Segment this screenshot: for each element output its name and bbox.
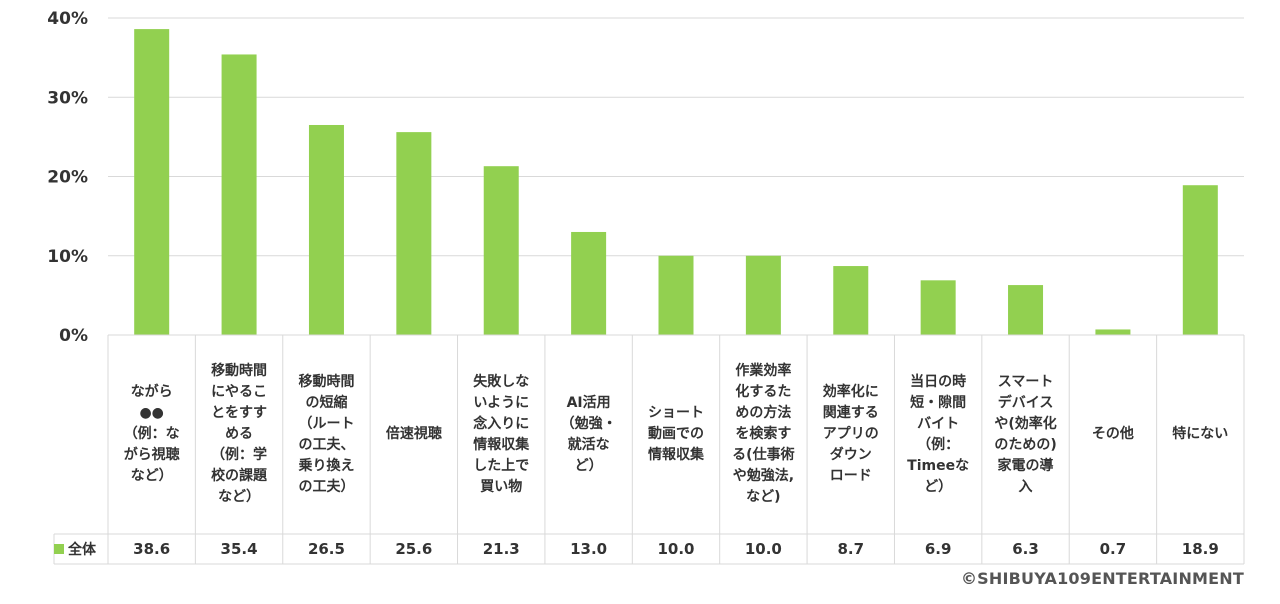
y-tick-label: 10%: [47, 247, 88, 267]
data-label: 10.0: [657, 540, 695, 558]
bar: [833, 266, 869, 335]
bar: [920, 280, 956, 335]
y-tick-label: 20%: [47, 168, 88, 188]
data-label: 18.9: [1181, 540, 1219, 558]
y-tick-label: 0%: [59, 326, 88, 346]
x-tick-label: 移動時間 にやるこ とをすす める （例：学 校の課題 など）: [211, 363, 268, 505]
data-label: 26.5: [307, 540, 345, 558]
y-tick-label: 40%: [47, 9, 88, 29]
bar: [571, 231, 607, 335]
bar: [658, 255, 694, 335]
y-axis-ticks: 0% 10% 20% 30% 40%: [47, 9, 88, 346]
data-label: 0.7: [1099, 540, 1127, 558]
x-tick-label: 特にない: [1172, 426, 1229, 442]
data-label: 25.6: [395, 540, 433, 558]
bar: [308, 124, 344, 335]
bar: [396, 132, 432, 335]
legend-series: 全体: [54, 534, 108, 564]
bar: [134, 29, 170, 335]
bar: [221, 54, 257, 336]
data-label: 13.0: [570, 540, 608, 558]
x-tick-label: 効率化に 関連する アプリの ダウン ロード: [822, 384, 879, 484]
data-label: 8.7: [837, 540, 865, 558]
x-tick-label: スマート デバイス や(効率化 のための) 家電の導 入: [994, 373, 1057, 495]
bars: [134, 29, 1218, 336]
legend-series-name: 全体: [68, 542, 96, 558]
x-tick-label: その他: [1091, 426, 1134, 442]
y-tick-label: 30%: [47, 88, 88, 108]
bar: [483, 166, 519, 335]
bar: [1008, 285, 1044, 335]
x-tick-label: 失敗しな いように 念入りに 情報収集 した上で 買い物: [473, 373, 530, 495]
legend-swatch: [54, 544, 64, 554]
data-label: 10.0: [744, 540, 782, 558]
data-label: 6.3: [1012, 540, 1039, 558]
bar: [745, 255, 781, 335]
x-tick-label: ながら ●● （例：な がら視聴 など）: [123, 384, 180, 484]
bar: [1182, 185, 1218, 335]
x-tick-label: ショート 動画での 情報収集: [647, 405, 704, 463]
x-tick-label: 作業効率 化するた めの方法 を検索す る(仕事術 や勉強法, など): [732, 363, 795, 505]
x-tick-label: 移動時間 の短縮 （ルート の工夫、 乗り換え の工夫）: [298, 373, 355, 495]
copyright-text: ©SHIBUYA109ENTERTAINMENT: [960, 569, 1244, 588]
data-label: 38.6: [133, 540, 171, 558]
data-label: 6.9: [924, 540, 952, 558]
x-tick-label: 倍速視聴: [385, 426, 442, 442]
data-label: 21.3: [482, 540, 520, 558]
x-tick-label: AI活用 （勉強・ 就活な ど）: [560, 394, 617, 474]
data-table-lines: [53, 334, 1245, 565]
x-tick-label: 当日の時 短・隙間 バイト （例： Timeeな ど）: [907, 373, 970, 495]
data-label: 35.4: [220, 540, 258, 558]
bar: [1095, 329, 1131, 335]
